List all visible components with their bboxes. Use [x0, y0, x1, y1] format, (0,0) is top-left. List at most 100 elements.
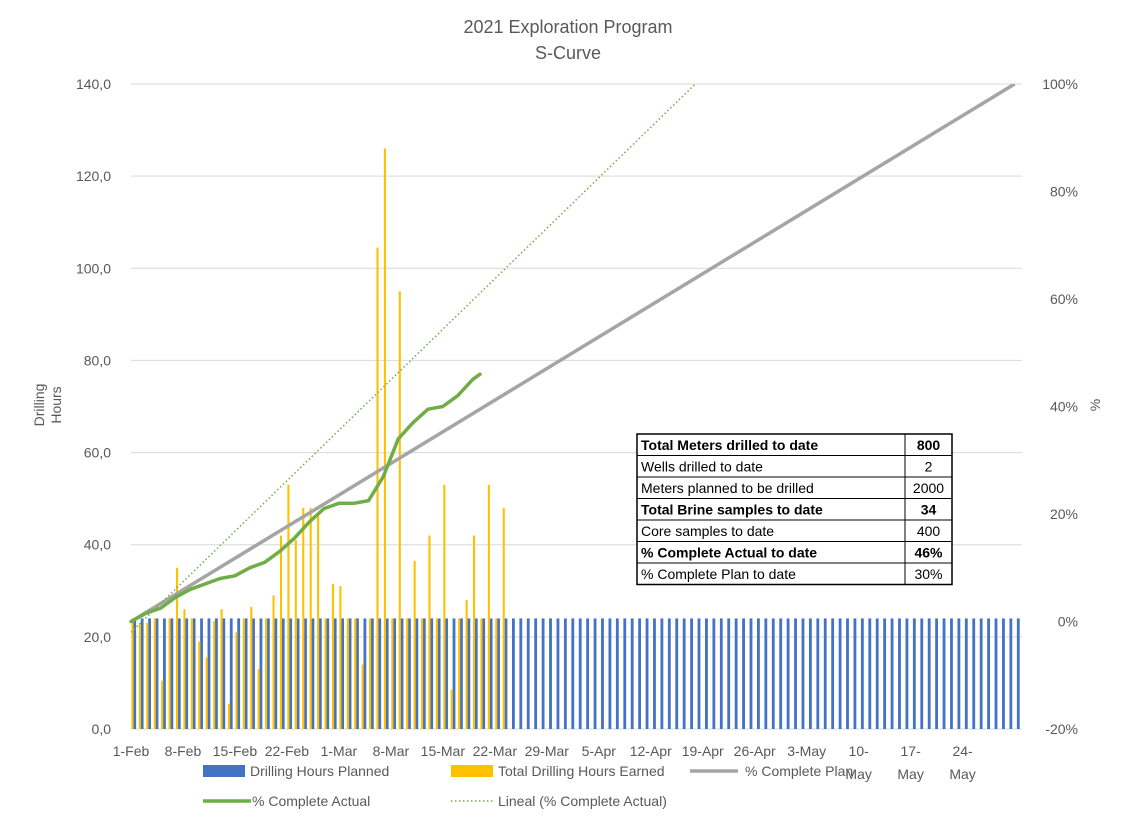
planned-bar: [541, 618, 545, 729]
earned-bar: [354, 618, 357, 729]
planned-bar: [237, 618, 241, 729]
planned-bar: [964, 618, 968, 729]
x-axis-tick-label: 5-Apr: [582, 743, 617, 759]
summary-table-value: 800: [917, 437, 941, 453]
planned-bar: [185, 618, 189, 729]
earned-bar: [272, 595, 275, 729]
planned-bar: [356, 618, 359, 729]
legend-label: Lineal (% Complete Actual): [498, 793, 667, 809]
planned-bar: [504, 618, 508, 729]
planned-bar: [133, 618, 137, 729]
planned-bar: [786, 618, 790, 729]
planned-bar: [734, 618, 738, 729]
planned-bar: [779, 618, 783, 729]
summary-table-value: 30%: [914, 566, 942, 582]
planned-bar: [370, 618, 374, 729]
summary-table-value: 2000: [913, 480, 944, 496]
planned-bar: [987, 618, 990, 729]
planned-bar: [289, 618, 293, 729]
planned-bar: [905, 618, 909, 729]
planned-bar: [460, 618, 463, 729]
planned-bar: [437, 618, 441, 729]
planned-bar: [244, 618, 248, 729]
earned-bar: [168, 618, 171, 729]
planned-bar: [838, 618, 842, 729]
x-axis-tick-label: 8-Mar: [373, 743, 410, 759]
planned-bar: [630, 618, 634, 729]
planned-bar: [846, 618, 849, 729]
summary-table-label: Core samples to date: [641, 523, 774, 539]
planned-bar: [586, 618, 590, 729]
earned-bar: [369, 618, 372, 729]
chart-subtitle: S-Curve: [535, 43, 601, 63]
planned-bar: [645, 618, 649, 729]
x-axis-tick-label: 1-Mar: [321, 743, 358, 759]
legend-swatch: [203, 765, 245, 777]
planned-bar: [363, 618, 367, 729]
planned-bar: [422, 618, 426, 729]
earned-bar: [317, 512, 320, 729]
left-axis-tick-label: 20,0: [84, 629, 111, 645]
right-axis-title: %: [1087, 399, 1103, 411]
x-axis-tick-label: 1-Feb: [113, 743, 150, 759]
earned-bar: [406, 618, 409, 729]
planned-bar: [638, 618, 642, 729]
planned-bar: [927, 618, 931, 729]
planned-bar: [1009, 618, 1013, 729]
planned-bar: [1016, 618, 1020, 729]
earned-bar: [287, 484, 290, 729]
planned-bar: [497, 618, 500, 729]
x-axis-tick-label: 29-Mar: [525, 743, 570, 759]
x-axis-tick-label: 8-Feb: [165, 743, 202, 759]
earned-bar: [131, 618, 134, 729]
planned-bar: [742, 618, 745, 729]
planned-bar: [304, 618, 307, 729]
planned-bar: [571, 618, 575, 729]
plan-line-path: [131, 84, 1016, 623]
earned-bar: [339, 586, 342, 729]
planned-bar: [296, 618, 300, 729]
planned-bar: [274, 618, 278, 729]
planned-bar: [430, 618, 434, 729]
planned-bar: [467, 618, 471, 729]
planned-bar: [259, 618, 263, 729]
planned-bar: [534, 618, 538, 729]
left-axis-tick-label: 140,0: [76, 76, 111, 92]
legend-label: % Complete Actual: [252, 793, 370, 809]
planned-bar: [675, 618, 679, 729]
planned-bar: [281, 618, 285, 729]
planned-bar: [860, 618, 864, 729]
x-axis-tick-label: 15-Feb: [213, 743, 258, 759]
earned-bar: [309, 507, 312, 729]
planned-bar: [378, 618, 382, 729]
planned-bar: [757, 618, 760, 729]
planned-bar: [868, 618, 872, 729]
legend: Drilling Hours Planned Total Drilling Hou…: [203, 763, 853, 809]
summary-table-label: Total Brine samples to date: [641, 502, 823, 518]
earned-bar: [331, 583, 334, 729]
left-axis-tick-label: 40,0: [84, 537, 111, 553]
planned-bar: [875, 618, 879, 729]
planned-bar: [682, 618, 686, 729]
planned-bar: [229, 618, 233, 729]
planned-bar: [445, 618, 448, 729]
right-axis-tick-label: -20%: [1045, 721, 1078, 737]
left-axis-tick-label: 60,0: [84, 445, 111, 461]
earned-bar: [383, 148, 386, 729]
left-axis-tick-label: 80,0: [84, 352, 111, 368]
x-axis-tick-label: 12-Apr: [630, 743, 672, 759]
planned-bar: [511, 618, 515, 729]
planned-bars: [133, 618, 1020, 729]
planned-bar: [333, 618, 337, 729]
earned-bar: [428, 535, 431, 729]
trend-line-path: [131, 84, 696, 633]
planned-bar: [192, 618, 196, 729]
planned-bar: [341, 618, 345, 729]
left-axis-title-line-1: Drilling: [31, 384, 47, 427]
planned-bar: [898, 618, 901, 729]
earned-bar: [398, 291, 401, 729]
left-axis-tick-label: 0,0: [92, 721, 112, 737]
earned-bar: [138, 623, 141, 729]
planned-bar: [979, 618, 983, 729]
summary-table-value: 2: [925, 459, 933, 475]
